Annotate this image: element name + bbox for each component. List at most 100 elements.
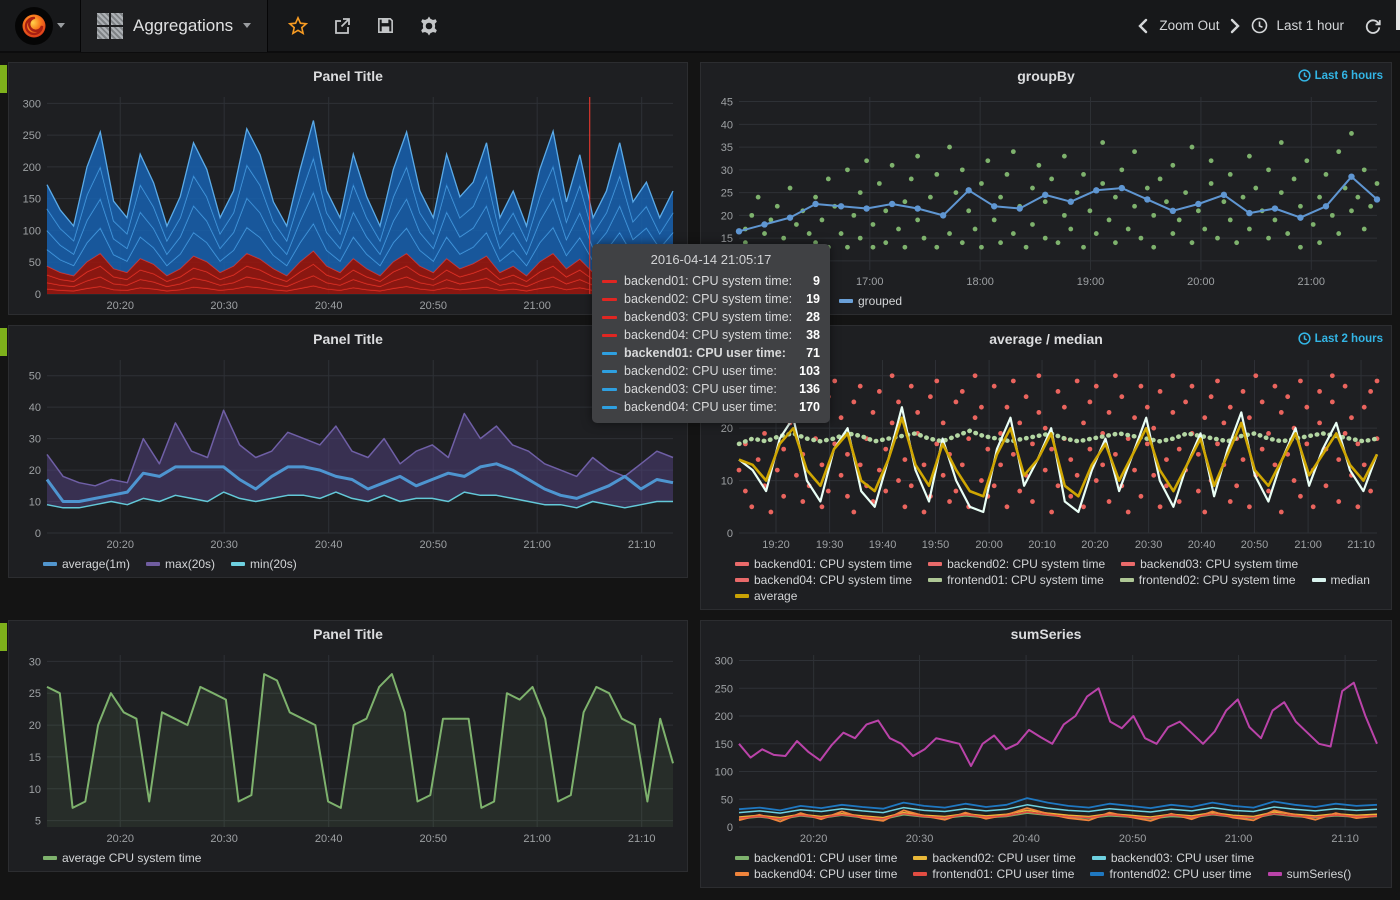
legend-item[interactable]: average: [735, 589, 797, 603]
tooltip-timestamp: 2016-04-14 21:05:17: [650, 252, 772, 267]
series-color-dash: [928, 578, 943, 582]
series-color-dash: [839, 299, 853, 303]
y-tick-label: 0: [35, 289, 41, 301]
chart-legend: grouped: [701, 290, 1391, 314]
time-override-badge[interactable]: Last 6 hours: [1297, 69, 1383, 82]
chevron-down-icon: [243, 23, 252, 28]
legend-item[interactable]: frontend02: CPU user time: [1090, 867, 1252, 881]
x-tick-label: 17:00: [856, 276, 884, 288]
x-tick-label: 21:10: [1331, 833, 1359, 845]
y-tick-label: 30: [29, 434, 41, 446]
legend-item[interactable]: min(20s): [231, 557, 297, 571]
y-tick-label: 25: [721, 188, 733, 200]
sumseries-chart[interactable]: 0 50 100 150 200 250 300 20:20 20:30 20:40 20:50 21…: [701, 647, 1391, 847]
legend-label: frontend01: CPU system time: [947, 573, 1104, 587]
settings-gear-button[interactable]: [419, 16, 439, 36]
x-tick-label: 20:50: [1119, 833, 1147, 845]
y-tick-label: 0: [727, 822, 733, 834]
refresh-button[interactable]: [1364, 17, 1382, 35]
legend-item[interactable]: median: [1311, 573, 1370, 587]
x-tick-label: 20:20: [800, 833, 828, 845]
stacked-area-chart[interactable]: 0 50 100 150 200 250 300 20:20 20:30 20:40 20:50 21…: [9, 89, 687, 314]
y-tick-label: 15: [29, 752, 41, 764]
y-tick-label: 30: [721, 165, 733, 177]
chevron-right-icon[interactable]: [1229, 18, 1241, 34]
y-tick-label: 50: [29, 257, 41, 269]
tooltip-row: backend04: CPU system time: 38: [602, 328, 820, 342]
time-picker-button[interactable]: Last 1 hour: [1251, 17, 1344, 34]
x-tick-label: 20:50: [419, 833, 447, 845]
tooltip-series-value: 71: [806, 346, 820, 360]
panel-title[interactable]: Panel Title: [313, 68, 383, 84]
series-color-dash: [1119, 578, 1134, 582]
legend-item[interactable]: backend02: CPU system time: [928, 557, 1105, 571]
tooltip-row: backend01: CPU system time: 9: [602, 274, 820, 288]
series-color-dash: [735, 856, 749, 860]
panel-average-cpu: Panel Title 5 10 15 20 25 30 20:20 20:30 20:40 20…: [8, 620, 688, 872]
chevron-left-icon[interactable]: [1137, 18, 1149, 34]
zoom-out-button[interactable]: Zoom Out: [1159, 18, 1220, 33]
band-line-chart[interactable]: 0 10 20 30 40 50 20:20 20:30 20:40 20:50 21:00 21:1…: [9, 352, 687, 553]
scrollbar-thumb[interactable]: [1396, 0, 1400, 30]
panel-title[interactable]: sumSeries: [1010, 626, 1082, 642]
chart-canvas: 101520253035404517:0018:0019:0020:0021:0…: [721, 97, 1381, 288]
legend-item[interactable]: backend04: CPU user time: [735, 867, 897, 881]
series-color-dash: [735, 578, 749, 582]
tooltip-series-value: 19: [806, 292, 820, 306]
x-tick-label: 20:40: [315, 833, 343, 845]
row-control-3[interactable]: [0, 623, 7, 651]
legend-item[interactable]: max(20s): [146, 557, 215, 571]
save-button[interactable]: [376, 16, 395, 35]
grafana-logo-menu[interactable]: [0, 0, 80, 52]
series-color-dash: [602, 369, 617, 373]
x-tick-label: 20:30: [210, 300, 238, 312]
row-control-2[interactable]: [0, 328, 7, 356]
legend-item[interactable]: frontend01: CPU system time: [928, 573, 1104, 587]
legend-label: backend04: CPU user time: [754, 867, 898, 881]
dashboard-picker[interactable]: Aggregations: [81, 0, 268, 52]
tooltip-series-label: backend02: CPU user time:: [624, 364, 777, 378]
x-tick-label: 19:40: [869, 539, 897, 551]
legend-item[interactable]: backend01: CPU system time: [735, 557, 912, 571]
series-color-dash: [146, 562, 161, 566]
legend-label: sumSeries(): [1286, 867, 1352, 881]
panel-title[interactable]: Panel Title: [313, 626, 383, 642]
groupby-chart[interactable]: 101520253035404517:0018:0019:0020:0021:0…: [701, 89, 1391, 290]
legend-item[interactable]: average(1m): [43, 557, 130, 571]
legend-item[interactable]: sumSeries(): [1267, 867, 1352, 881]
legend-item[interactable]: frontend01: CPU user time: [913, 867, 1074, 881]
top-navbar: Aggregations Zoom Out Last 1 hour: [0, 0, 1400, 53]
tooltip-series-label: backend04: CPU system time:: [624, 328, 793, 342]
panel-title[interactable]: groupBy: [1017, 68, 1075, 84]
y-tick-label: 10: [29, 497, 41, 509]
share-button[interactable]: [332, 16, 352, 36]
panel-title[interactable]: average / median: [989, 331, 1103, 347]
y-tick-label: 45: [721, 97, 733, 109]
x-tick-label: 20:20: [1081, 539, 1109, 551]
series-color-dash: [602, 351, 617, 355]
tooltip-row: backend02: CPU system time: 19: [602, 292, 820, 306]
series-color-dash: [913, 872, 928, 876]
star-button[interactable]: [288, 15, 309, 36]
series-color-dash: [735, 872, 749, 876]
tooltip-series-label: backend01: CPU user time:: [624, 346, 786, 360]
y-tick-label: 20: [29, 720, 41, 732]
legend-item[interactable]: average CPU system time: [43, 851, 201, 865]
legend-label: backend02: CPU user time: [932, 851, 1076, 865]
legend-item[interactable]: backend02: CPU user time: [913, 851, 1076, 865]
y-tick-label: 35: [721, 142, 733, 154]
tooltip-series-value: 38: [806, 328, 820, 342]
time-override-badge[interactable]: Last 2 hours: [1297, 332, 1383, 345]
y-tick-label: 10: [29, 784, 41, 796]
legend-item[interactable]: backend03: CPU system time: [1121, 557, 1298, 571]
row-control-1[interactable]: [0, 65, 7, 93]
legend-item[interactable]: grouped: [839, 294, 902, 308]
legend-item[interactable]: backend04: CPU system time: [735, 573, 912, 587]
legend-item[interactable]: frontend02: CPU system time: [1119, 573, 1296, 587]
panel-title[interactable]: Panel Title: [313, 331, 383, 347]
legend-item[interactable]: backend01: CPU user time: [735, 851, 897, 865]
legend-item[interactable]: backend03: CPU user time: [1091, 851, 1254, 865]
panel-sumseries: sumSeries 0 50 100 150 200 250 300 20:20 20:30 20…: [700, 620, 1392, 888]
average-cpu-chart[interactable]: 5 10 15 20 25 30 20:20 20:30 20:40 20:50 21:00 21:1…: [9, 647, 687, 847]
y-tick-label: 10: [721, 476, 733, 488]
